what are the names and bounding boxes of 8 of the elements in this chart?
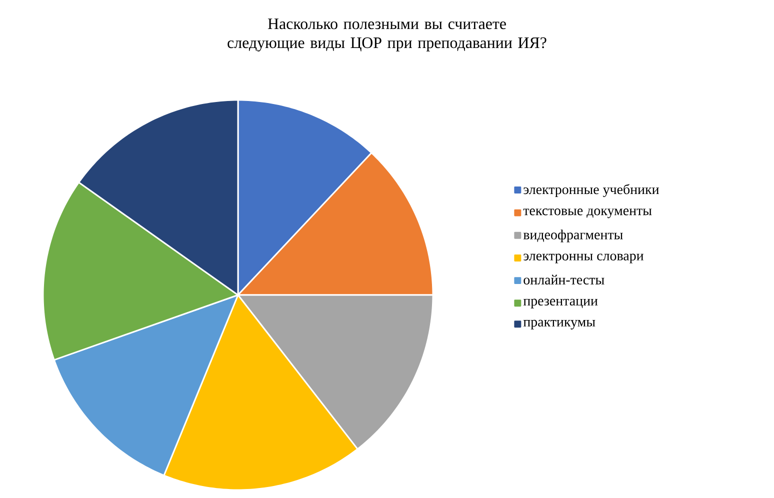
legend-label: текстовые документы — [523, 208, 652, 218]
chart-title: Насколько полезными вы считаете следующие виды ЦОР при преподавании ИЯ? — [228, 18, 546, 52]
legend-label: электронные учебники — [524, 184, 659, 198]
legend-label: презентации — [523, 298, 598, 308]
legend-label: онлайн-тесты — [524, 274, 604, 284]
legend-label: практикумы — [523, 320, 596, 330]
legend-label: электронны словари — [524, 254, 644, 264]
legend-label: видеофрагменты — [523, 230, 623, 242]
